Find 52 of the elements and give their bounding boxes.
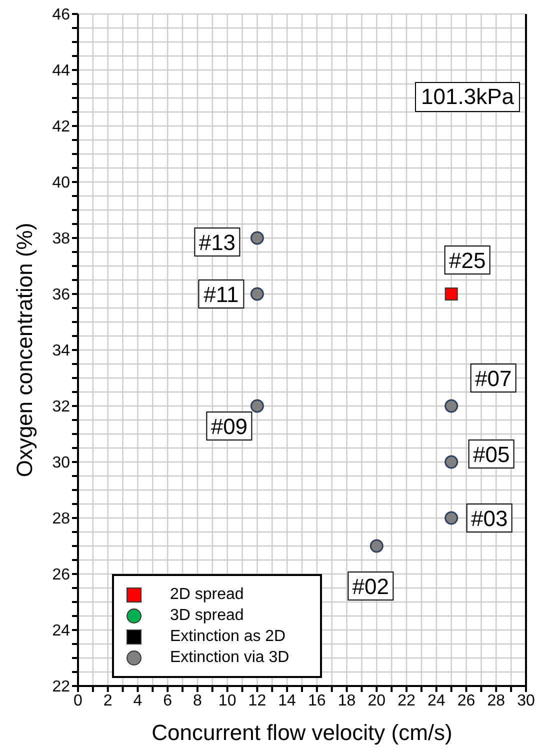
y-tick-label: 44 <box>52 62 70 80</box>
x-tick-label: 30 <box>517 692 535 710</box>
x-tick-label: 28 <box>487 692 506 710</box>
x-tick-label: 10 <box>218 692 236 710</box>
x-tick-label: 20 <box>368 692 386 710</box>
point <box>444 511 458 525</box>
point <box>370 539 384 553</box>
annotation: #05 <box>472 442 510 467</box>
annotation: #11 <box>204 282 239 307</box>
y-tick-label: 34 <box>52 342 70 360</box>
y-tick-label: 32 <box>52 398 70 416</box>
y-tick-label: 38 <box>52 230 70 248</box>
annotation: #07 <box>474 366 512 391</box>
point <box>444 399 458 413</box>
x-tick-label: 18 <box>338 692 356 710</box>
point <box>250 399 264 413</box>
legend-label: 3D spread <box>170 606 244 626</box>
legend-label: 2D spread <box>170 585 244 605</box>
y-tick-label: 30 <box>52 454 70 472</box>
x-tick-label: 8 <box>193 692 202 710</box>
annotation: #13 <box>198 230 236 255</box>
x-tick-label: 24 <box>428 692 446 710</box>
point <box>444 455 458 469</box>
x-tick-label: 22 <box>398 692 416 710</box>
x-tick-label: 2 <box>103 692 112 710</box>
y-tick-label: 36 <box>52 286 70 304</box>
x-tick-label: 0 <box>74 692 83 710</box>
x-axis-title: Concurrent flow velocity (cm/s) <box>152 720 452 745</box>
x-tick-label: 26 <box>457 692 476 710</box>
point <box>250 231 264 245</box>
x-tick-label: 12 <box>248 692 266 710</box>
legend-label: Extinction via 3D <box>170 648 290 668</box>
x-tick-label: 4 <box>133 692 142 710</box>
legend-label: Extinction as 2D <box>170 627 286 647</box>
annotation: #02 <box>352 574 390 599</box>
y-axis-title: Oxygen concentration (%) <box>12 222 37 478</box>
y-tick-label: 26 <box>52 566 70 584</box>
y-tick-label: 28 <box>52 510 70 528</box>
annotation: #09 <box>210 414 248 439</box>
annotation: 101.3kPa <box>415 82 520 112</box>
annotation: #25 <box>448 248 486 273</box>
x-tick-label: 6 <box>163 692 172 710</box>
y-tick-label: 42 <box>52 118 70 136</box>
annotation: #03 <box>470 506 508 531</box>
x-tick-label: 14 <box>278 692 296 710</box>
x-tick-label: 16 <box>308 692 326 710</box>
y-tick-label: 24 <box>52 622 70 640</box>
y-tick-label: 40 <box>52 174 70 192</box>
point <box>444 288 458 300</box>
y-tick-label: 22 <box>52 678 70 696</box>
y-tick-label: 46 <box>52 6 70 24</box>
point <box>250 287 264 301</box>
